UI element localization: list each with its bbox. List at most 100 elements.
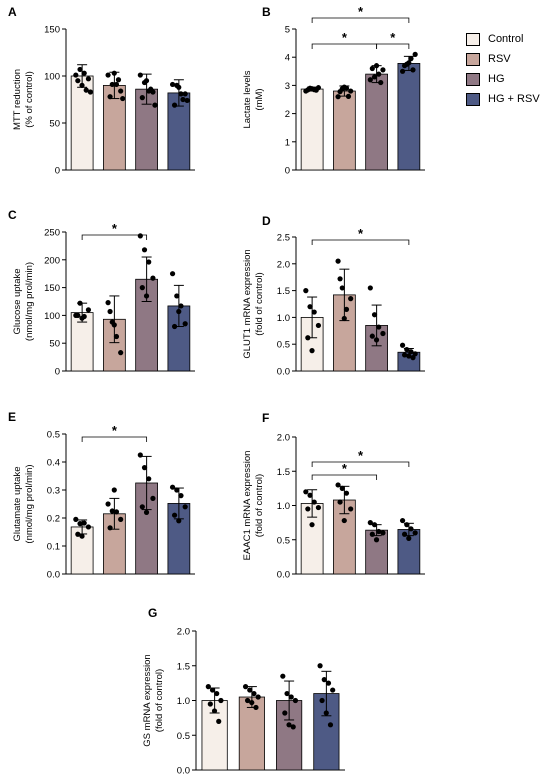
data-point (85, 307, 92, 313)
data-point (73, 72, 79, 78)
data-point (216, 718, 222, 724)
data-point (107, 94, 113, 100)
data-point (376, 71, 382, 77)
legend-item-control: Control (466, 33, 550, 47)
data-point (410, 67, 416, 73)
data-point (115, 77, 122, 83)
panel-d: D 0.0 0.5 1.0 1.5 2.0 2.5 GLUT1 mRNA expression… (242, 214, 425, 378)
data-point (218, 697, 224, 704)
data-point (255, 694, 261, 700)
y-tick-label: 100 (44, 311, 60, 322)
significance-star: * (358, 226, 364, 241)
panel-label-g: G (148, 606, 157, 620)
data-point (81, 70, 87, 76)
data-point (182, 504, 188, 510)
data-point (315, 504, 322, 511)
y-axis-label: Glucose uptake (12, 268, 23, 334)
data-point (371, 74, 378, 80)
panel-f: F 0.0 0.5 1.0 1.5 2.0 EAAC1 mRNA expression (fo… (242, 411, 425, 581)
y-tick-label: 0 (285, 166, 290, 177)
data-point (290, 724, 296, 730)
bar-rsv (333, 90, 356, 171)
data-point (309, 86, 315, 92)
data-point (337, 276, 343, 282)
y-axis-label: (nmol/mg prol/min) (24, 464, 35, 543)
y-axis-label: (fold of control) (254, 272, 265, 335)
y-tick-label: 5 (285, 25, 290, 36)
data-point (152, 102, 158, 108)
data-point (406, 535, 412, 541)
bar-control (300, 88, 324, 171)
data-point (288, 694, 294, 700)
data-point (118, 88, 124, 94)
data-point (148, 86, 154, 92)
data-point (105, 72, 111, 78)
y-tick-label: 0 (55, 166, 60, 177)
data-point (305, 335, 311, 341)
significance-bracket (376, 43, 410, 49)
y-tick-label: 1.5 (277, 286, 290, 297)
data-point (321, 677, 327, 683)
data-point (178, 303, 184, 309)
significance-bracket (81, 436, 148, 442)
data-point (282, 710, 288, 716)
data-point (85, 524, 92, 530)
data-point (317, 663, 323, 669)
data-point (325, 680, 332, 686)
data-point (105, 501, 111, 507)
data-point (311, 499, 317, 505)
y-tick-label: 0 (55, 367, 60, 378)
panel-g: G 0.0 0.5 1.0 1.5 2.0 GS mRNA expression (fold … (142, 606, 345, 777)
data-point (242, 684, 249, 690)
data-point (244, 697, 251, 704)
panel-label-b: B (262, 5, 271, 19)
data-point (211, 708, 218, 714)
data-point (305, 87, 311, 93)
data-point (335, 94, 341, 100)
data-point (339, 485, 345, 491)
y-axis-label: (% of control) (24, 71, 35, 128)
data-point (180, 96, 186, 103)
data-point (209, 687, 216, 693)
panel-label-e: E (8, 410, 16, 424)
data-point (111, 70, 117, 76)
data-point (146, 476, 152, 482)
data-point (205, 684, 211, 690)
panel-label-c: C (8, 208, 17, 222)
data-point (253, 704, 259, 711)
bar-hg (365, 73, 388, 171)
data-point (337, 89, 343, 95)
y-tick-label: 1.5 (177, 661, 190, 672)
data-point (412, 530, 418, 536)
y-axis-label: Lactate levels (242, 70, 253, 128)
y-tick-label: 1.0 (277, 313, 290, 324)
data-point (369, 531, 375, 537)
data-point (141, 465, 148, 471)
data-point (323, 710, 329, 716)
y-tick-label: 0.0 (177, 766, 190, 777)
y-axis-label: GLUT1 mRNA expression (242, 249, 253, 358)
data-point (303, 288, 309, 294)
data-point (182, 321, 188, 327)
data-point (303, 489, 309, 495)
data-point (75, 312, 81, 318)
data-point (305, 506, 311, 512)
panel-c: C 0 50 100 150 200 250 Glucose uptake (nmol/mg p… (8, 208, 195, 378)
data-point (380, 530, 386, 536)
data-point (141, 247, 148, 253)
legend-swatch-hg (466, 73, 480, 86)
legend-label-hg: HG (488, 73, 505, 85)
data-point (373, 337, 380, 343)
data-point (380, 67, 386, 73)
data-point (171, 323, 178, 330)
data-point (376, 324, 382, 330)
y-tick-label: 200 (44, 255, 60, 266)
y-tick-label: 3 (285, 81, 290, 92)
significance-bracket (81, 234, 148, 240)
data-point (335, 482, 341, 488)
y-axis-label: EAAC1 mRNA expression (242, 451, 253, 561)
data-point (77, 300, 83, 306)
data-point (73, 516, 79, 523)
y-tick-label: 150 (44, 283, 60, 294)
data-point (367, 77, 373, 83)
